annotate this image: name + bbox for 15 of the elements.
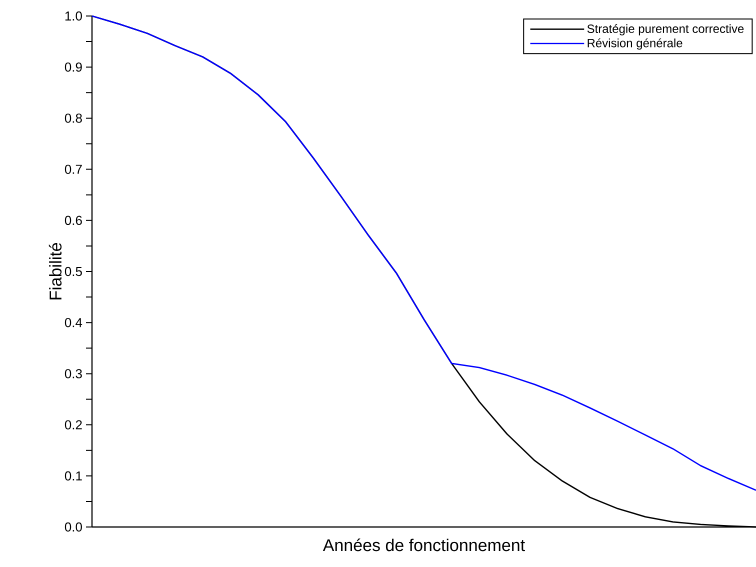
legend-label: Révision générale: [588, 38, 682, 50]
y-tick-label: 0.6: [64, 216, 82, 225]
legend-label: Stratégie purement corrective: [587, 24, 744, 36]
y-tick-label: 0.8: [64, 114, 82, 123]
y-tick-label: 1.0: [65, 11, 82, 21]
y-tick-label: 0.3: [64, 369, 82, 378]
y-tick-label: 0.9: [64, 62, 82, 72]
y-tick-label: 0.0: [64, 522, 82, 532]
y-tick-label: 0.4: [64, 318, 82, 328]
y-tick-label: 0.7: [64, 164, 82, 174]
y-axis-title: Fiabilité: [48, 242, 62, 300]
y-tick-label: 0.5: [64, 266, 82, 276]
y-tick-label: 0.1: [64, 471, 82, 480]
y-tick-label: 0.2: [64, 420, 82, 430]
x-axis-title: Années de fonctionnement: [322, 538, 525, 552]
